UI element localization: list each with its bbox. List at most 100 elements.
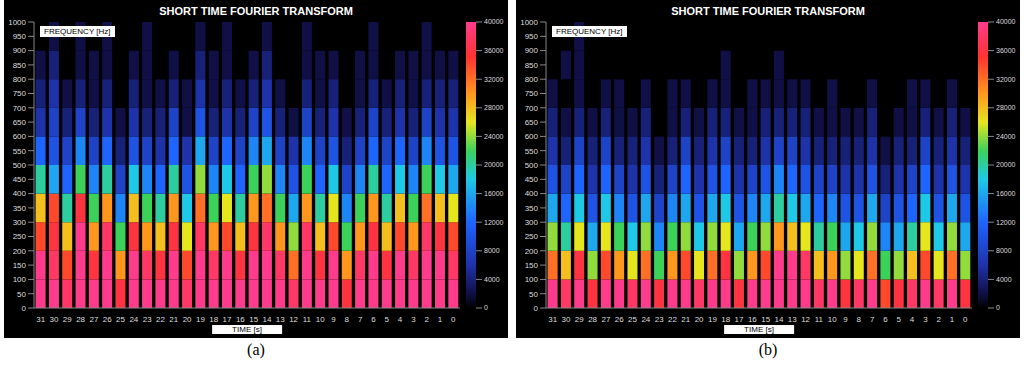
svg-text:17: 17 [735, 315, 744, 324]
svg-text:450: 450 [525, 175, 539, 184]
svg-text:25: 25 [628, 315, 637, 324]
svg-text:17: 17 [223, 315, 232, 324]
svg-text:8000: 8000 [484, 247, 500, 254]
svg-text:0: 0 [534, 304, 539, 313]
svg-text:23: 23 [143, 315, 152, 324]
svg-text:8: 8 [345, 315, 350, 324]
svg-text:50: 50 [529, 290, 538, 299]
svg-text:850: 850 [13, 61, 27, 70]
svg-text:20: 20 [695, 315, 704, 324]
svg-text:22: 22 [668, 315, 677, 324]
svg-text:3: 3 [923, 315, 928, 324]
svg-text:50: 50 [17, 290, 26, 299]
svg-text:850: 850 [525, 61, 539, 70]
svg-text:300: 300 [13, 218, 27, 227]
svg-text:200: 200 [525, 247, 539, 256]
svg-text:20000: 20000 [996, 161, 1016, 168]
svg-text:12: 12 [801, 315, 810, 324]
svg-text:650: 650 [13, 118, 27, 127]
svg-text:550: 550 [13, 147, 27, 156]
svg-text:7: 7 [870, 315, 875, 324]
svg-text:11: 11 [815, 315, 824, 324]
svg-text:7: 7 [358, 315, 363, 324]
svg-text:16: 16 [748, 315, 757, 324]
svg-text:13: 13 [788, 315, 797, 324]
svg-text:21: 21 [169, 315, 178, 324]
svg-text:15: 15 [761, 315, 770, 324]
svg-text:350: 350 [525, 204, 539, 213]
svg-text:2: 2 [424, 315, 429, 324]
svg-text:5: 5 [897, 315, 902, 324]
svg-text:250: 250 [525, 232, 539, 241]
svg-text:1000: 1000 [8, 18, 26, 27]
svg-text:18: 18 [209, 315, 218, 324]
svg-text:12000: 12000 [996, 219, 1016, 226]
svg-text:0: 0 [996, 304, 1000, 311]
svg-text:1: 1 [950, 315, 955, 324]
svg-text:30: 30 [50, 315, 59, 324]
svg-text:14: 14 [263, 315, 272, 324]
svg-text:40000: 40000 [484, 18, 504, 25]
svg-text:800: 800 [13, 75, 27, 84]
svg-text:950: 950 [525, 32, 539, 41]
svg-text:24: 24 [641, 315, 650, 324]
svg-text:100: 100 [525, 275, 539, 284]
svg-text:16000: 16000 [996, 190, 1016, 197]
svg-text:300: 300 [525, 218, 539, 227]
svg-text:13: 13 [276, 315, 285, 324]
svg-text:4000: 4000 [996, 276, 1012, 283]
svg-text:16000: 16000 [484, 190, 504, 197]
svg-text:0: 0 [22, 304, 27, 313]
svg-text:28000: 28000 [996, 104, 1016, 111]
svg-text:20000: 20000 [484, 161, 504, 168]
svg-text:750: 750 [13, 89, 27, 98]
svg-text:900: 900 [525, 46, 539, 55]
svg-text:12: 12 [289, 315, 298, 324]
svg-text:18: 18 [721, 315, 730, 324]
svg-text:750: 750 [525, 89, 539, 98]
svg-text:40000: 40000 [996, 18, 1016, 25]
svg-text:8000: 8000 [996, 247, 1012, 254]
svg-text:10: 10 [828, 315, 837, 324]
svg-text:5: 5 [385, 315, 390, 324]
svg-text:700: 700 [13, 104, 27, 113]
svg-text:30: 30 [562, 315, 571, 324]
svg-text:2: 2 [936, 315, 941, 324]
svg-text:19: 19 [708, 315, 717, 324]
svg-text:450: 450 [13, 175, 27, 184]
svg-text:200: 200 [13, 247, 27, 256]
svg-text:500: 500 [13, 161, 27, 170]
svg-text:150: 150 [525, 261, 539, 270]
svg-text:400: 400 [13, 189, 27, 198]
svg-text:23: 23 [655, 315, 664, 324]
svg-text:800: 800 [525, 75, 539, 84]
svg-text:32000: 32000 [484, 76, 504, 83]
svg-text:28: 28 [76, 315, 85, 324]
svg-text:31: 31 [36, 315, 45, 324]
svg-text:250: 250 [13, 232, 27, 241]
svg-text:600: 600 [13, 132, 27, 141]
svg-text:4: 4 [910, 315, 915, 324]
svg-text:11: 11 [303, 315, 312, 324]
svg-text:9: 9 [843, 315, 848, 324]
svg-text:400: 400 [525, 189, 539, 198]
svg-text:24000: 24000 [996, 133, 1016, 140]
svg-text:8: 8 [857, 315, 862, 324]
svg-text:1: 1 [438, 315, 443, 324]
svg-text:600: 600 [525, 132, 539, 141]
svg-text:10: 10 [316, 315, 325, 324]
svg-text:26: 26 [103, 315, 112, 324]
svg-text:27: 27 [89, 315, 98, 324]
svg-text:19: 19 [196, 315, 205, 324]
svg-text:0: 0 [484, 304, 488, 311]
svg-text:500: 500 [525, 161, 539, 170]
svg-text:6: 6 [371, 315, 376, 324]
svg-text:100: 100 [13, 275, 27, 284]
svg-text:650: 650 [525, 118, 539, 127]
svg-text:24000: 24000 [484, 133, 504, 140]
svg-text:29: 29 [63, 315, 72, 324]
svg-text:31: 31 [548, 315, 557, 324]
svg-text:150: 150 [13, 261, 27, 270]
svg-text:26: 26 [615, 315, 624, 324]
svg-text:4000: 4000 [484, 276, 500, 283]
